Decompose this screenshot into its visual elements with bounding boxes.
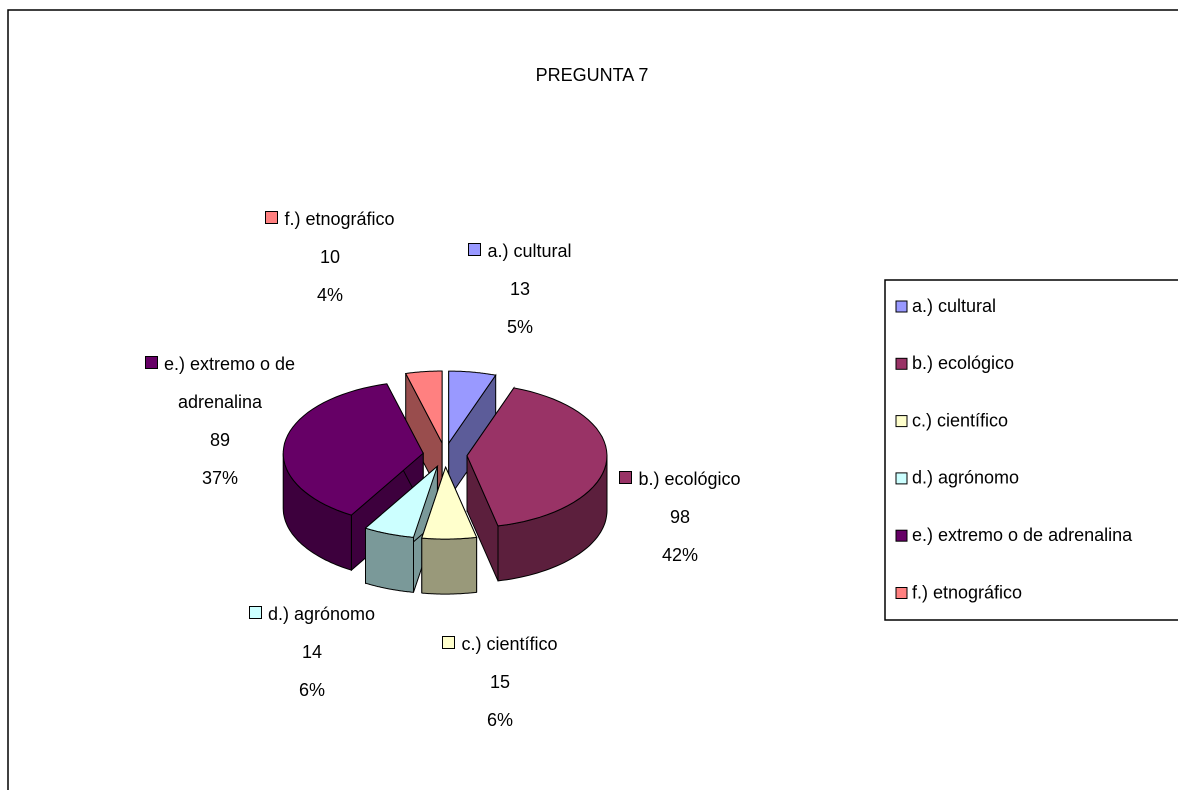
chart-title: PREGUNTA 7 [536,65,649,85]
label-value: 15 [489,672,511,692]
slice-top [466,387,608,527]
label-swatch [248,606,262,619]
slice [282,383,424,572]
legend-swatch [895,415,908,428]
label-value: 89 [209,430,231,450]
label-swatch [619,471,633,484]
label-swatch [468,243,482,256]
legend-label: c.) científico [912,410,1008,430]
label-value: 98 [669,507,691,527]
legend-label: e.) extremo o de adrenalina [912,525,1133,545]
slice-top [421,465,478,540]
label-swatch [144,356,158,369]
legend-swatch [895,300,908,313]
slice-side [421,536,478,595]
label-value: 13 [509,279,531,299]
chart-frame [7,9,1178,790]
label-category: e.) extremo o de adrenalina [163,354,296,412]
legend-label: a.) cultural [912,296,996,316]
label-percent: 37% [201,468,239,488]
data-label: b.) ecológico 98 42% [580,460,780,574]
data-label: a.) cultural 13 5% [420,232,620,346]
label-category: b.) ecológico [638,469,741,489]
slice-top [448,370,497,445]
slice-top [364,464,439,538]
legend-label: d.) agrónomo [912,468,1019,488]
slice-top [282,383,424,516]
legend-swatch [895,357,908,370]
label-category: f.) etnográfico [284,209,395,229]
legend-box [884,279,1178,621]
legend-swatch [895,529,908,542]
label-swatch [442,636,456,649]
legend-label: b.) ecológico [912,353,1014,373]
label-percent: 6% [298,680,325,700]
label-category: c.) científico [461,634,558,654]
label-percent: 42% [661,545,699,565]
label-percent: 4% [316,285,343,305]
label-percent: 5% [506,317,533,337]
slice [364,464,439,593]
slice [466,386,608,582]
label-category: a.) cultural [487,241,572,261]
legend-swatch [895,472,908,485]
data-label: e.) extremo o de adrenalina 89 37% [105,345,335,497]
data-label: f.) etnográfico 10 4% [230,200,430,314]
label-swatch [265,211,279,224]
label-value: 14 [301,642,323,662]
label-value: 10 [319,247,341,267]
data-label: d.) agrónomo 14 6% [212,595,412,709]
data-label: c.) científico 15 6% [400,625,600,739]
legend-label: f.) etnográfico [912,582,1022,602]
slice [404,370,443,499]
label-category: d.) agrónomo [267,604,376,624]
legend-swatch [895,587,908,599]
slice-side [365,527,414,593]
label-percent: 6% [486,710,513,730]
slice [421,465,478,595]
slice-top [404,370,443,444]
